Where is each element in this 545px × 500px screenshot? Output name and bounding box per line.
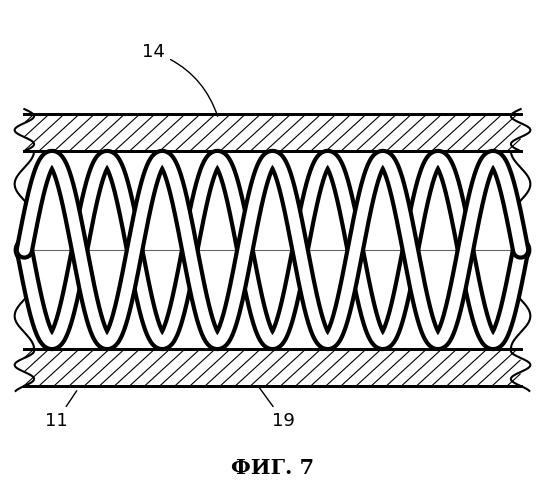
Text: 14: 14: [142, 43, 217, 117]
Text: ФИГ. 7: ФИГ. 7: [231, 458, 314, 477]
Text: 19: 19: [258, 386, 295, 430]
Text: 11: 11: [45, 391, 77, 430]
Bar: [25, 349, 520, 386]
Bar: [25, 114, 520, 151]
